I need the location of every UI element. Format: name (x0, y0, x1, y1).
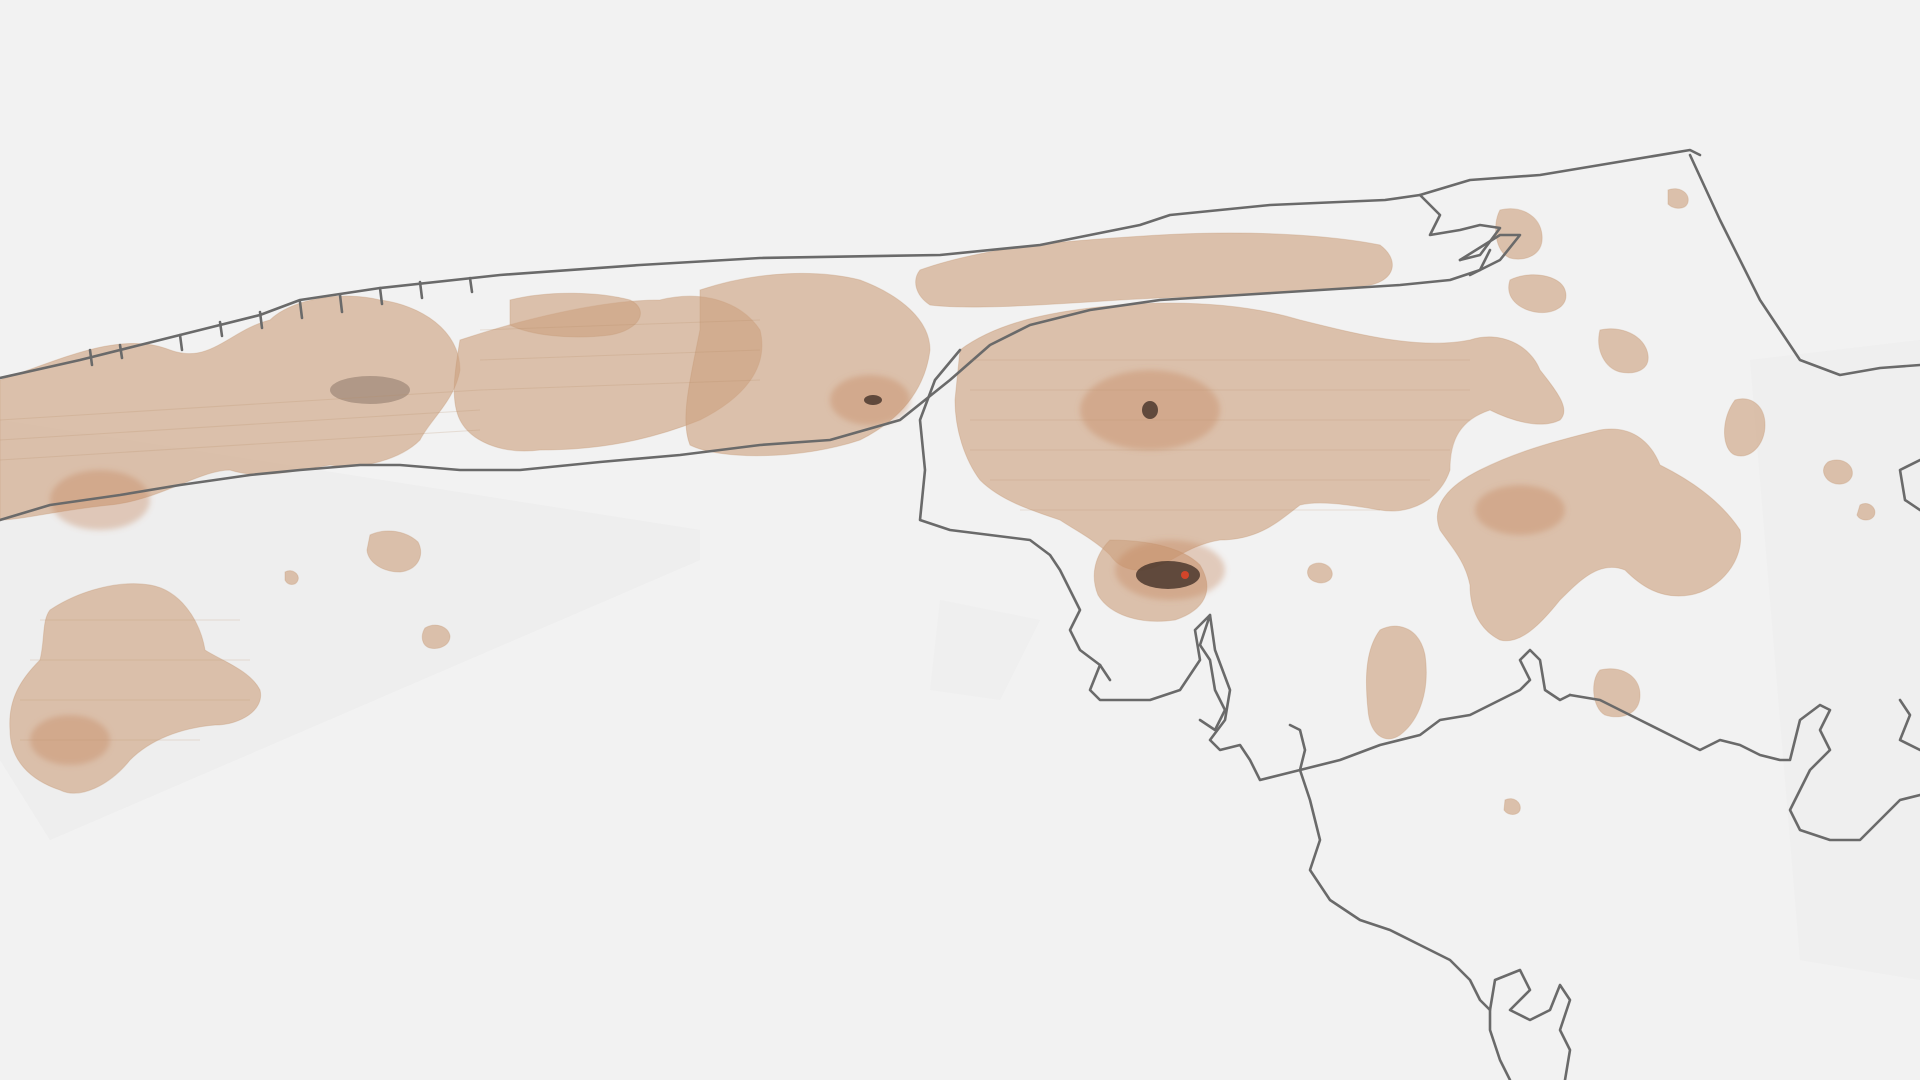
heat-hotspot-6 (30, 715, 110, 765)
boundary-north (0, 193, 1502, 380)
heat-region-harlem (509, 292, 641, 338)
heat-region-east-small-2 (1598, 328, 1649, 374)
heat-hotspot-5 (50, 470, 150, 530)
boundary-bottom-channel (1488, 968, 1572, 1080)
cluster-upper-manhattan (864, 395, 882, 405)
boundary-southeast-coast (1298, 648, 1572, 772)
heat-region-dot-5 (284, 570, 299, 585)
heat-region-dot-2 (1856, 502, 1876, 521)
heat-region-north-strip (915, 232, 1393, 308)
boundary-east-upper (1688, 153, 1920, 377)
boundary-right-edge (1898, 698, 1920, 752)
boundary-piers (88, 276, 474, 367)
building-clusters (330, 376, 1200, 589)
heat-region-east-south (1365, 625, 1427, 740)
boundary-central-west (918, 348, 1112, 682)
heat-region-dot-4 (1503, 798, 1521, 815)
boundary-far-east (1898, 458, 1920, 512)
boundary-south-peninsula (1088, 613, 1227, 732)
cluster-central (1142, 401, 1158, 419)
heat-region-small-east-dot (1307, 562, 1333, 584)
basemap-texture (0, 340, 1920, 980)
heat-hotspot-4 (1475, 485, 1565, 535)
heat-region-east-ring (1436, 428, 1742, 642)
heat-region-east-small-3 (1724, 398, 1766, 457)
boundary-southeast-islands (1568, 693, 1920, 842)
heat-region-small-west-2 (421, 624, 451, 649)
heat-region-central (954, 302, 1565, 571)
heat-region-upper-strip (685, 272, 931, 457)
cluster-west-grid (330, 376, 410, 404)
street-grid (0, 319, 1470, 741)
cluster-south (1136, 561, 1200, 589)
heat-region-dot-1 (1823, 459, 1853, 485)
boundary-east-coast (1298, 768, 1512, 1080)
boundary-east-inner (1458, 233, 1522, 277)
boundary-south-inlet (1208, 613, 1307, 782)
boundary-top-right (1418, 148, 1702, 197)
heat-region-east-small-1 (1508, 274, 1567, 314)
boundary-lines (0, 148, 1920, 1080)
cluster-highlight-marker (1181, 571, 1189, 579)
heat-region-small-west-1 (366, 530, 422, 573)
heat-region-dot-3 (1667, 188, 1689, 209)
boundary-strip-south (0, 248, 1492, 522)
